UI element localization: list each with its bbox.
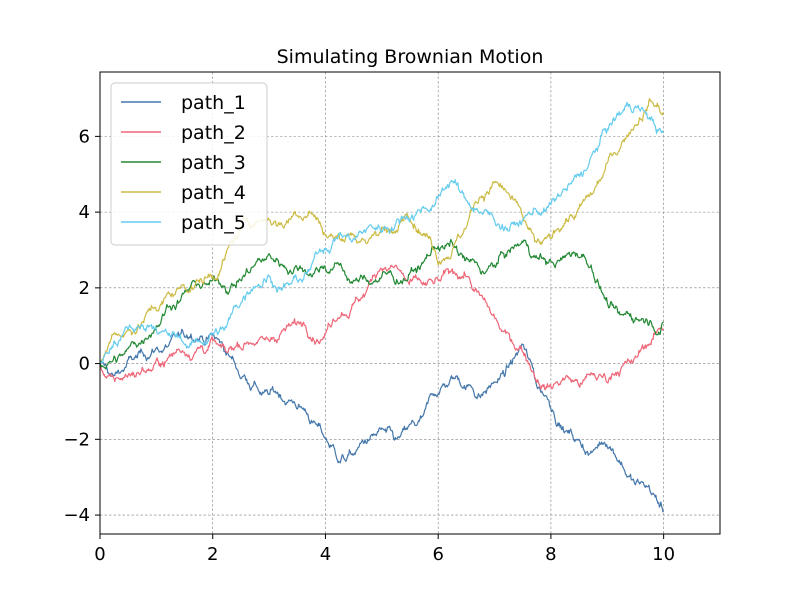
legend-label-path_1: path_1 [181, 92, 246, 114]
axis-ticks: 0 2 4 6 8 10 −4 −2 0 2 4 6 [63, 126, 675, 565]
legend-label-path_2: path_2 [181, 122, 246, 144]
plot-frame [99, 71, 721, 535]
y-tick-label-2: 2 [79, 278, 90, 299]
series-lines [99, 97, 665, 513]
y-tick-label-4: 4 [79, 202, 90, 223]
legend-label-path_3: path_3 [181, 152, 246, 174]
series-line-path_5 [99, 101, 664, 364]
legend-box [110, 82, 268, 246]
legend: path_1 path_2 path_3 path_4 path_5 [110, 82, 268, 246]
chart-title: Simulating Brownian Motion [277, 46, 544, 68]
x-tick-label-8: 8 [545, 544, 556, 565]
legend-label-path_5: path_5 [181, 212, 246, 234]
y-tick-label--4: −4 [63, 505, 90, 526]
x-tick-label-4: 4 [320, 544, 331, 565]
x-tick-label-0: 0 [94, 544, 105, 565]
legend-label-path_4: path_4 [181, 182, 246, 204]
series-line-path_2 [99, 264, 665, 391]
y-tick-label-0: 0 [79, 354, 90, 375]
x-tick-label-10: 10 [652, 544, 675, 565]
y-tick-label-6: 6 [79, 126, 90, 147]
y-tick-label--2: −2 [63, 429, 90, 450]
x-tick-label-6: 6 [432, 544, 443, 565]
series-line-path_4 [99, 97, 665, 364]
x-tick-label-2: 2 [207, 544, 218, 565]
series-line-path_3 [99, 238, 664, 370]
